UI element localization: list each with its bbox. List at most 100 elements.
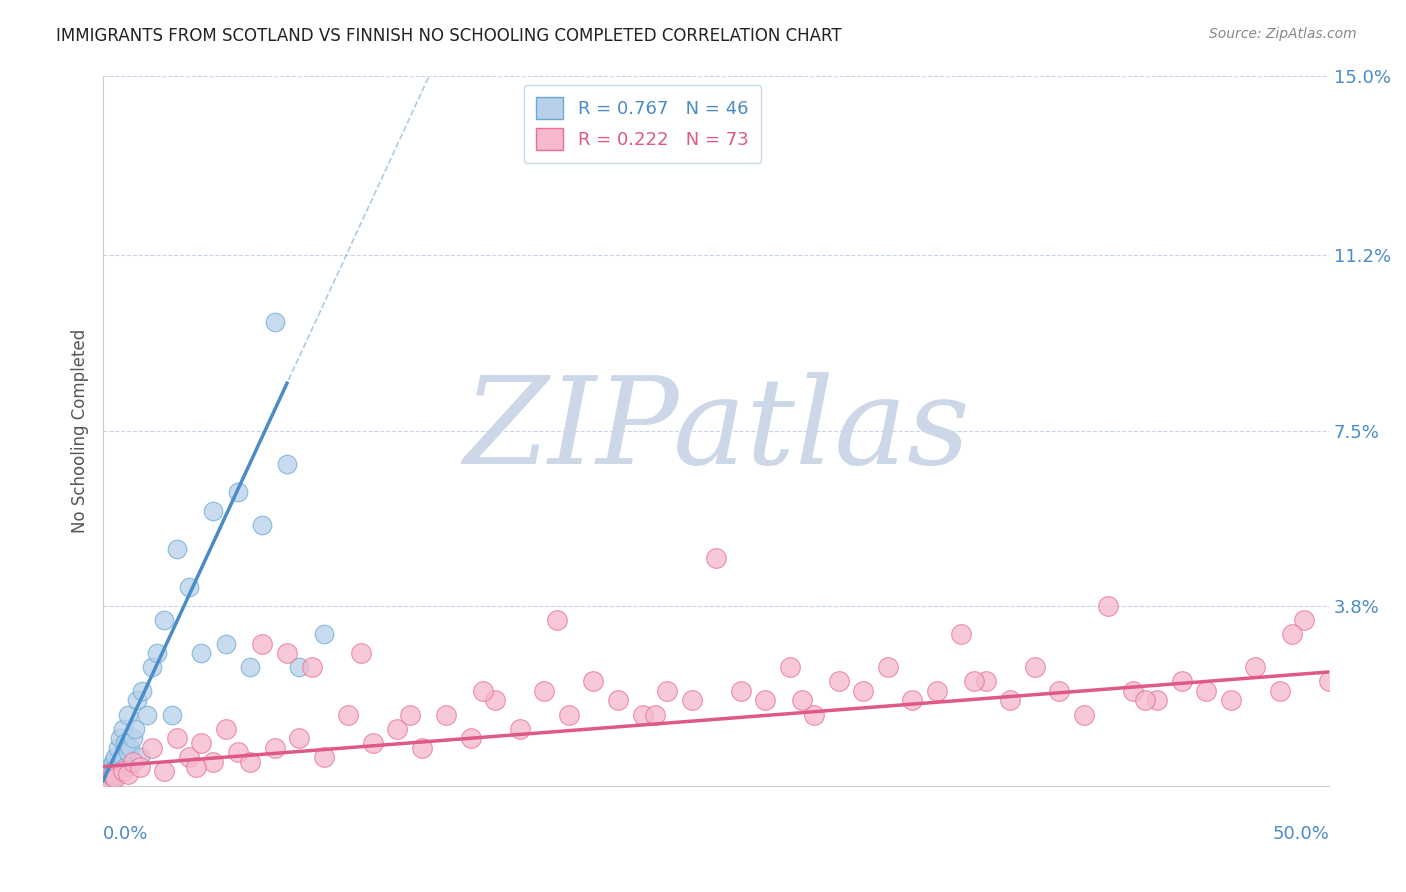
Point xyxy=(1073,707,1095,722)
Point xyxy=(790,693,813,707)
Point xyxy=(146,646,169,660)
Point xyxy=(110,731,132,746)
Point xyxy=(111,722,134,736)
Point xyxy=(288,660,311,674)
Point xyxy=(1122,684,1144,698)
Point xyxy=(96,769,118,783)
Point xyxy=(252,636,274,650)
Point xyxy=(387,722,409,736)
Point xyxy=(1294,613,1316,627)
Text: Source: ZipAtlas.com: Source: ZipAtlas.com xyxy=(1209,27,1357,41)
Point xyxy=(312,627,335,641)
Point xyxy=(114,736,136,750)
Point xyxy=(460,731,482,746)
Point xyxy=(754,693,776,707)
Point xyxy=(263,315,285,329)
Point xyxy=(103,772,125,786)
Point xyxy=(301,660,323,674)
Point xyxy=(730,684,752,698)
Point xyxy=(276,646,298,660)
Point xyxy=(1219,693,1241,707)
Point xyxy=(1244,660,1267,674)
Point xyxy=(153,613,176,627)
Point xyxy=(1000,693,1022,707)
Point xyxy=(111,764,134,779)
Point xyxy=(398,707,420,722)
Point xyxy=(101,755,124,769)
Point xyxy=(160,707,183,722)
Point xyxy=(558,707,581,722)
Text: 0.0%: 0.0% xyxy=(103,824,149,843)
Point xyxy=(361,736,384,750)
Point xyxy=(226,485,249,500)
Point xyxy=(117,746,139,760)
Point xyxy=(1146,693,1168,707)
Point xyxy=(484,693,506,707)
Point xyxy=(121,755,143,769)
Point xyxy=(803,707,825,722)
Point xyxy=(681,693,703,707)
Y-axis label: No Schooling Completed: No Schooling Completed xyxy=(72,328,89,533)
Point xyxy=(779,660,801,674)
Point xyxy=(111,750,134,764)
Point xyxy=(215,636,238,650)
Point xyxy=(177,580,200,594)
Point xyxy=(141,740,163,755)
Point xyxy=(98,773,121,788)
Point xyxy=(252,518,274,533)
Point xyxy=(202,755,225,769)
Point xyxy=(1317,674,1340,689)
Point xyxy=(190,736,212,750)
Point xyxy=(827,674,849,689)
Point xyxy=(312,750,335,764)
Point xyxy=(114,759,136,773)
Point xyxy=(631,707,654,722)
Point xyxy=(1171,674,1194,689)
Text: IMMIGRANTS FROM SCOTLAND VS FINNISH NO SCHOOLING COMPLETED CORRELATION CHART: IMMIGRANTS FROM SCOTLAND VS FINNISH NO S… xyxy=(56,27,842,45)
Point xyxy=(1133,693,1156,707)
Point xyxy=(101,764,124,779)
Point xyxy=(349,646,371,660)
Point xyxy=(97,764,120,779)
Point xyxy=(101,769,124,783)
Point xyxy=(215,722,238,736)
Point xyxy=(655,684,678,698)
Point xyxy=(950,627,973,641)
Point xyxy=(1024,660,1046,674)
Point xyxy=(117,766,139,780)
Point xyxy=(1268,684,1291,698)
Point xyxy=(434,707,457,722)
Point xyxy=(100,769,122,783)
Point xyxy=(129,759,152,773)
Point xyxy=(411,740,433,755)
Point xyxy=(190,646,212,660)
Point xyxy=(546,613,568,627)
Point xyxy=(226,746,249,760)
Point xyxy=(121,731,143,746)
Point xyxy=(472,684,495,698)
Point xyxy=(876,660,898,674)
Point xyxy=(202,504,225,518)
Point xyxy=(644,707,666,722)
Point xyxy=(533,684,555,698)
Point xyxy=(186,759,208,773)
Point xyxy=(166,731,188,746)
Point xyxy=(974,674,997,689)
Point xyxy=(104,750,127,764)
Point xyxy=(104,772,127,786)
Point xyxy=(509,722,531,736)
Point xyxy=(239,660,262,674)
Point xyxy=(1097,599,1119,613)
Point xyxy=(97,772,120,786)
Text: 50.0%: 50.0% xyxy=(1272,824,1329,843)
Point xyxy=(107,740,129,755)
Point xyxy=(166,541,188,556)
Point xyxy=(852,684,875,698)
Point xyxy=(124,722,146,736)
Point xyxy=(136,707,159,722)
Point xyxy=(104,759,127,773)
Point xyxy=(110,755,132,769)
Point xyxy=(1047,684,1070,698)
Point xyxy=(582,674,605,689)
Point xyxy=(97,773,120,788)
